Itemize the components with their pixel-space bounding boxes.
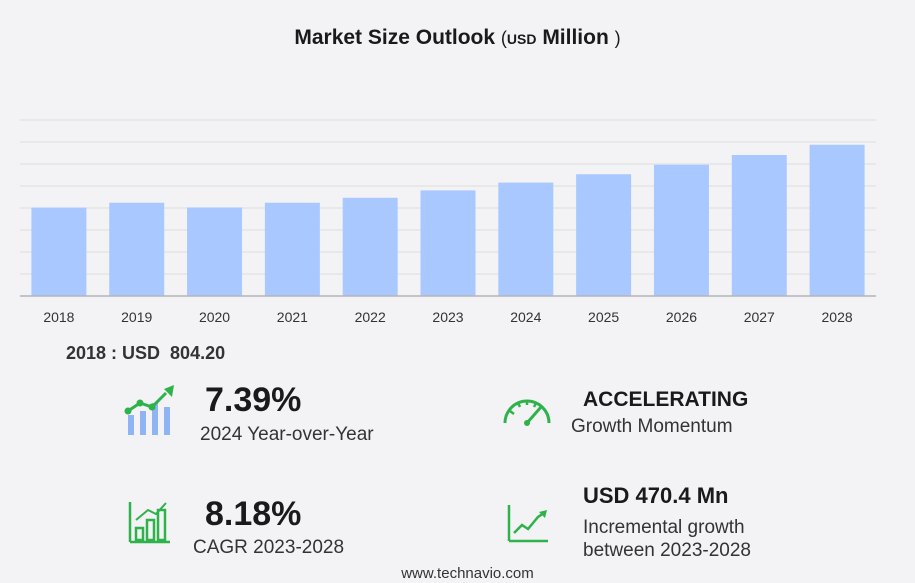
yoy-label-wrap: 2024 Year-over-Year [200, 424, 374, 447]
momentum-value: ACCELERATING [583, 388, 749, 411]
title-unit: Million [542, 26, 609, 49]
bar-2028 [809, 144, 865, 296]
incremental-label-wrap: Incremental growth between 2023-2028 [583, 517, 751, 563]
momentum-stat: ACCELERATING [583, 388, 748, 411]
incremental-label-1: Incremental growth [583, 517, 745, 538]
cagr-value: 8.18% [205, 495, 302, 533]
momentum-label-wrap: Growth Momentum [571, 416, 733, 439]
bar-2024 [498, 182, 554, 296]
incremental-value: USD 470.4 Mn [583, 483, 729, 508]
bar-2021 [264, 202, 320, 296]
incremental-label-2: between 2023-2028 [583, 539, 751, 561]
bar-2019 [109, 202, 165, 296]
bar-2026 [653, 164, 709, 296]
cagr-stat: 8.18% [205, 497, 301, 531]
cagr-label: CAGR 2023-2028 [193, 537, 345, 558]
x-tick-label-2026: 2026 [666, 309, 697, 325]
title-paren-close: ) [614, 28, 621, 48]
x-tick-label-2024: 2024 [510, 309, 541, 325]
bar-2025 [576, 174, 632, 296]
momentum-label: Growth Momentum [571, 416, 733, 437]
bar-2020 [187, 207, 243, 296]
yoy-value: 7.39% [205, 381, 302, 419]
x-tick-label-2028: 2028 [822, 309, 853, 325]
bar-growth-icon [128, 502, 170, 544]
title-unit-prefix: USD [506, 31, 537, 47]
x-tick-label-2022: 2022 [355, 309, 386, 325]
title-main: Market Size Outlook [294, 26, 496, 49]
yoy-stat: 7.39% [205, 383, 301, 417]
bar-2023 [420, 190, 476, 296]
x-tick-label-2020: 2020 [199, 309, 230, 325]
bar-chart: 2018 2019 2020 2021 2022 2023 2024 2025 2026 2027… [20, 119, 876, 325]
x-tick-label-2023: 2023 [432, 309, 463, 325]
source-footer: www.technavio.com [401, 565, 534, 582]
chart-title: Market Size Outlook (USD Million ) [0, 26, 915, 50]
x-tick-label-2018: 2018 [43, 309, 74, 325]
x-tick-label-2019: 2019 [121, 309, 152, 325]
base-year-value: 2018 : USD 804.20 [66, 343, 226, 363]
x-tick-label-2021: 2021 [277, 309, 308, 325]
bar-2022 [342, 197, 398, 296]
bar-2018 [31, 207, 87, 296]
growth-bars-icon [124, 385, 174, 435]
x-tick-label-2027: 2027 [744, 309, 775, 325]
x-tick-label-2025: 2025 [588, 309, 619, 325]
bar-2027 [731, 154, 787, 296]
incremental-stat: USD 470.4 Mn [583, 483, 729, 508]
title-paren-open: ( [500, 28, 507, 48]
speedometer-icon [503, 399, 551, 426]
yoy-label: 2024 Year-over-Year [200, 424, 374, 445]
line-growth-icon [507, 505, 548, 543]
cagr-label-wrap: CAGR 2023-2028 [193, 537, 344, 560]
